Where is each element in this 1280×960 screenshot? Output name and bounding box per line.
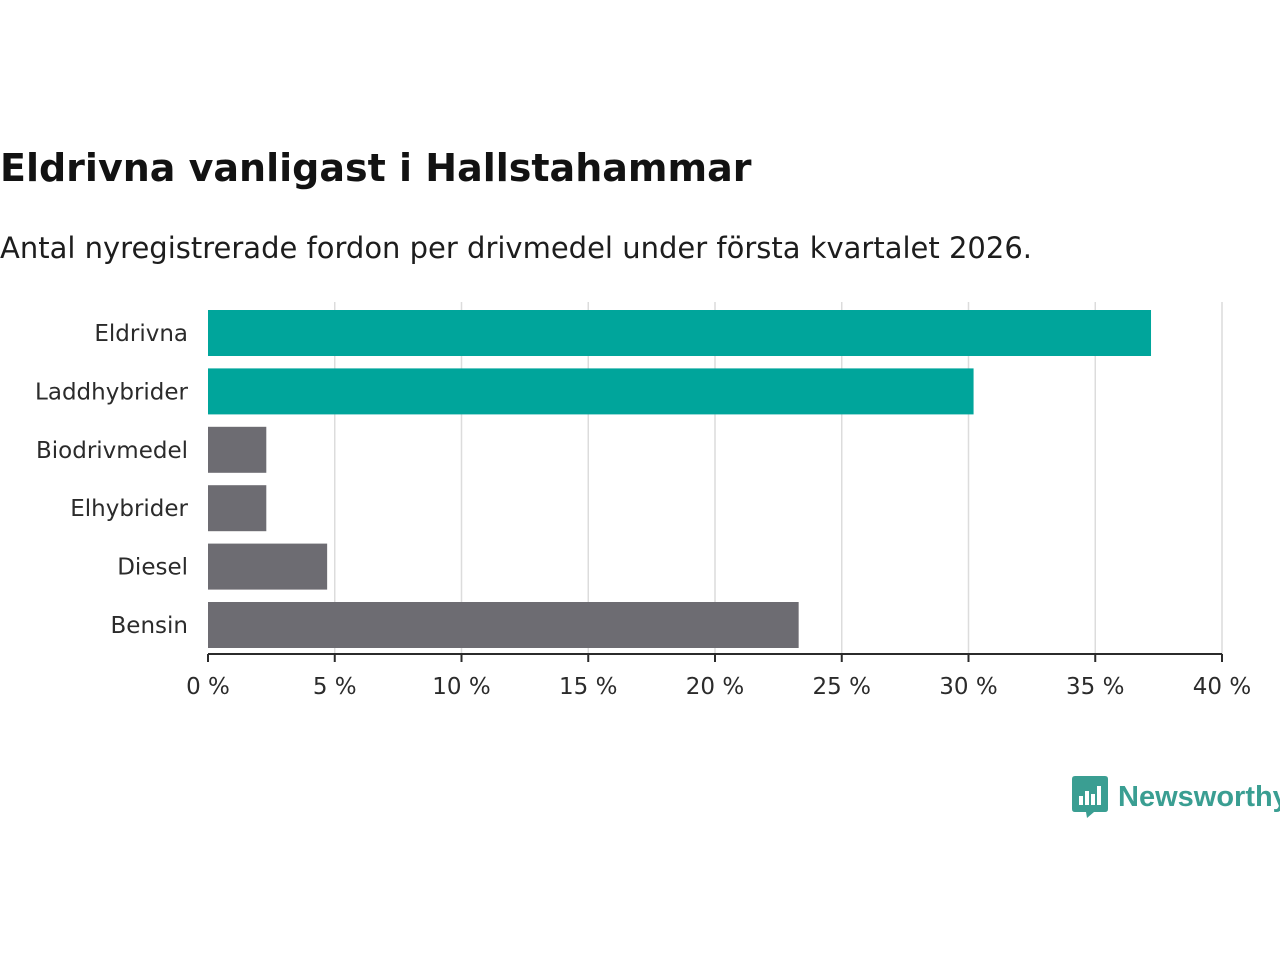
bar-diesel: [208, 543, 328, 590]
chart-subtitle: Antal nyregistrerade fordon per drivmede…: [0, 231, 1033, 265]
category-label: Elhybrider: [70, 496, 188, 522]
x-tick-label: 5 %: [313, 674, 357, 700]
bar-elhybrider: [208, 485, 267, 532]
chart-badge-icon: [1072, 776, 1108, 818]
x-axis: 0 % 5 % 10 % 15 % 20 % 25 % 30 % 35 % 40 %: [186, 653, 1251, 700]
bar-eldrivna: [208, 310, 1152, 356]
bar-chart: 0 % 5 % 10 % 15 % 20 % 25 % 30 % 35 % 40 % Eldri…: [35, 302, 1251, 700]
category-label: Diesel: [117, 555, 188, 581]
x-tick-label: 15 %: [559, 674, 617, 700]
brand-name: Newsworthy: [1118, 780, 1280, 813]
x-tick-label: 35 %: [1066, 674, 1124, 700]
bar-biodrivmedel: [208, 426, 267, 473]
chart-title: Eldrivna vanligast i Hallstahammar: [0, 146, 752, 190]
x-tick-label: 0 %: [186, 674, 230, 700]
bars: [208, 310, 1152, 648]
bar-bensin: [208, 602, 799, 648]
x-tick-label: 40 %: [1193, 674, 1251, 700]
x-tick-label: 30 %: [939, 674, 997, 700]
category-label: Biodrivmedel: [36, 438, 188, 464]
category-label: Eldrivna: [94, 321, 188, 347]
category-label: Laddhybrider: [35, 379, 188, 405]
category-labels: Eldrivna Laddhybrider Biodrivmedel Elhybrid…: [35, 321, 188, 639]
x-tick-label: 10 %: [432, 674, 490, 700]
bar-laddhybrider: [208, 368, 974, 415]
category-label: Bensin: [111, 613, 188, 639]
x-tick-label: 25 %: [813, 674, 871, 700]
gridlines: [334, 302, 1223, 654]
x-tick-label: 20 %: [686, 674, 744, 700]
newsworthy-logo: Newsworthy: [1072, 776, 1280, 818]
